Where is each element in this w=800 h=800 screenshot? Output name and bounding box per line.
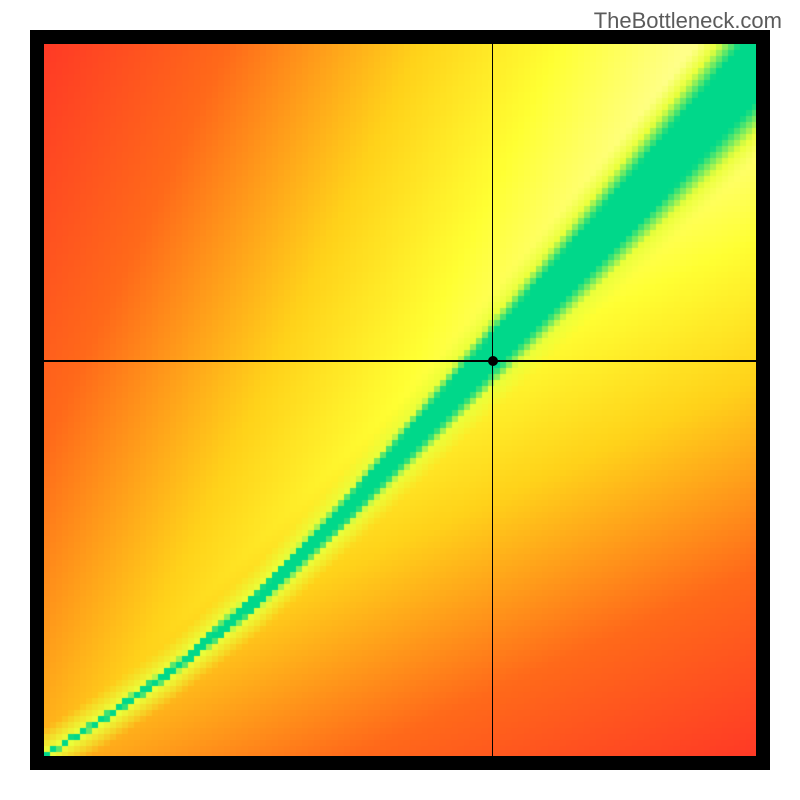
chart-frame <box>30 30 770 770</box>
crosshair-horizontal <box>44 360 756 362</box>
marker-dot <box>488 356 498 366</box>
heatmap-plot <box>44 44 756 756</box>
chart-container: TheBottleneck.com <box>0 0 800 800</box>
heatmap-canvas <box>44 44 756 756</box>
crosshair-vertical <box>492 44 494 756</box>
watermark-text: TheBottleneck.com <box>594 8 782 34</box>
